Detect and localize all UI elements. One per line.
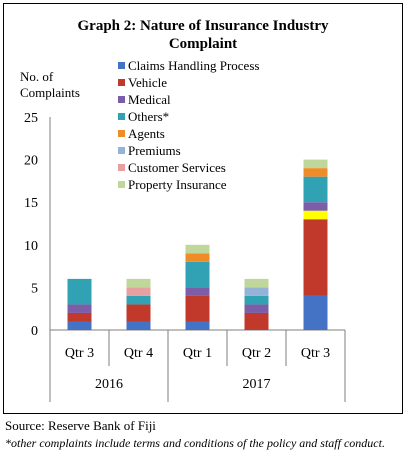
bar-segment bbox=[303, 168, 328, 177]
chart-title-line: Graph 2: Nature of Insurance Industry bbox=[78, 18, 329, 34]
bar-segment bbox=[126, 304, 151, 322]
x-tick-label: Qtr 2 bbox=[242, 346, 271, 361]
bar-segment bbox=[126, 321, 151, 330]
legend-label: Medical bbox=[128, 92, 171, 107]
chart-frame bbox=[3, 3, 403, 414]
bar-segment bbox=[126, 287, 151, 296]
bar-segment bbox=[185, 321, 210, 330]
legend-swatch bbox=[118, 79, 125, 86]
bar-segment bbox=[67, 304, 92, 313]
legend-label: Claims Handling Process bbox=[128, 58, 259, 73]
legend-swatch bbox=[118, 62, 125, 69]
bar-segment bbox=[185, 244, 210, 254]
bar-segment bbox=[244, 287, 269, 296]
legend-label: Others* bbox=[128, 109, 169, 124]
year-group-label: 2016 bbox=[95, 377, 123, 392]
bar-segment bbox=[185, 261, 210, 288]
bar-segment bbox=[303, 159, 328, 169]
bar-segment bbox=[303, 202, 328, 211]
legend-swatch bbox=[118, 130, 125, 137]
legend-label: Agents bbox=[128, 126, 165, 141]
legend-swatch bbox=[118, 147, 125, 154]
legend-label: Property Insurance bbox=[128, 177, 227, 192]
y-axis-label: No. of bbox=[20, 69, 54, 84]
legend-swatch bbox=[118, 164, 125, 171]
legend-label: Premiums bbox=[128, 143, 181, 158]
bar-segment bbox=[244, 304, 269, 313]
bar-segment bbox=[67, 321, 92, 330]
bar-segment bbox=[126, 278, 151, 288]
y-tick-label: 0 bbox=[31, 324, 38, 339]
bar-segment bbox=[126, 295, 151, 305]
x-tick-label: Qtr 1 bbox=[183, 346, 212, 361]
legend-swatch bbox=[118, 113, 125, 120]
bar-segment bbox=[303, 176, 328, 203]
y-tick-label: 15 bbox=[24, 196, 38, 211]
bar-segment bbox=[185, 295, 210, 322]
x-tick-label: Qtr 3 bbox=[301, 346, 330, 361]
y-tick-label: 25 bbox=[24, 111, 38, 126]
bar-segment bbox=[244, 278, 269, 288]
source-text: Source: Reserve Bank of Fiji bbox=[5, 418, 156, 433]
bar-segment bbox=[303, 219, 328, 296]
bar-segment bbox=[67, 312, 92, 322]
chart-title-line: Complaint bbox=[169, 36, 237, 52]
bar-segment bbox=[185, 253, 210, 262]
year-group-label: 2017 bbox=[243, 377, 271, 392]
bar-segment bbox=[244, 312, 269, 330]
legend-label: Vehicle bbox=[128, 75, 167, 90]
bar-segment bbox=[303, 295, 328, 330]
legend-swatch bbox=[118, 96, 125, 103]
y-tick-label: 20 bbox=[24, 154, 38, 169]
x-tick-label: Qtr 4 bbox=[124, 346, 153, 361]
x-tick-label: Qtr 3 bbox=[65, 346, 94, 361]
bar-segment bbox=[244, 295, 269, 305]
legend-label: Customer Services bbox=[128, 160, 226, 175]
bar-segment-unlabeled bbox=[303, 210, 328, 220]
y-tick-label: 5 bbox=[31, 281, 38, 296]
legend-swatch bbox=[118, 181, 125, 188]
footnote-text: *other complaints include terms and cond… bbox=[5, 436, 385, 450]
y-tick-label: 10 bbox=[24, 239, 38, 254]
bar-segment bbox=[185, 287, 210, 296]
bar-segment bbox=[67, 278, 92, 305]
y-axis-label: Complaints bbox=[20, 85, 80, 100]
